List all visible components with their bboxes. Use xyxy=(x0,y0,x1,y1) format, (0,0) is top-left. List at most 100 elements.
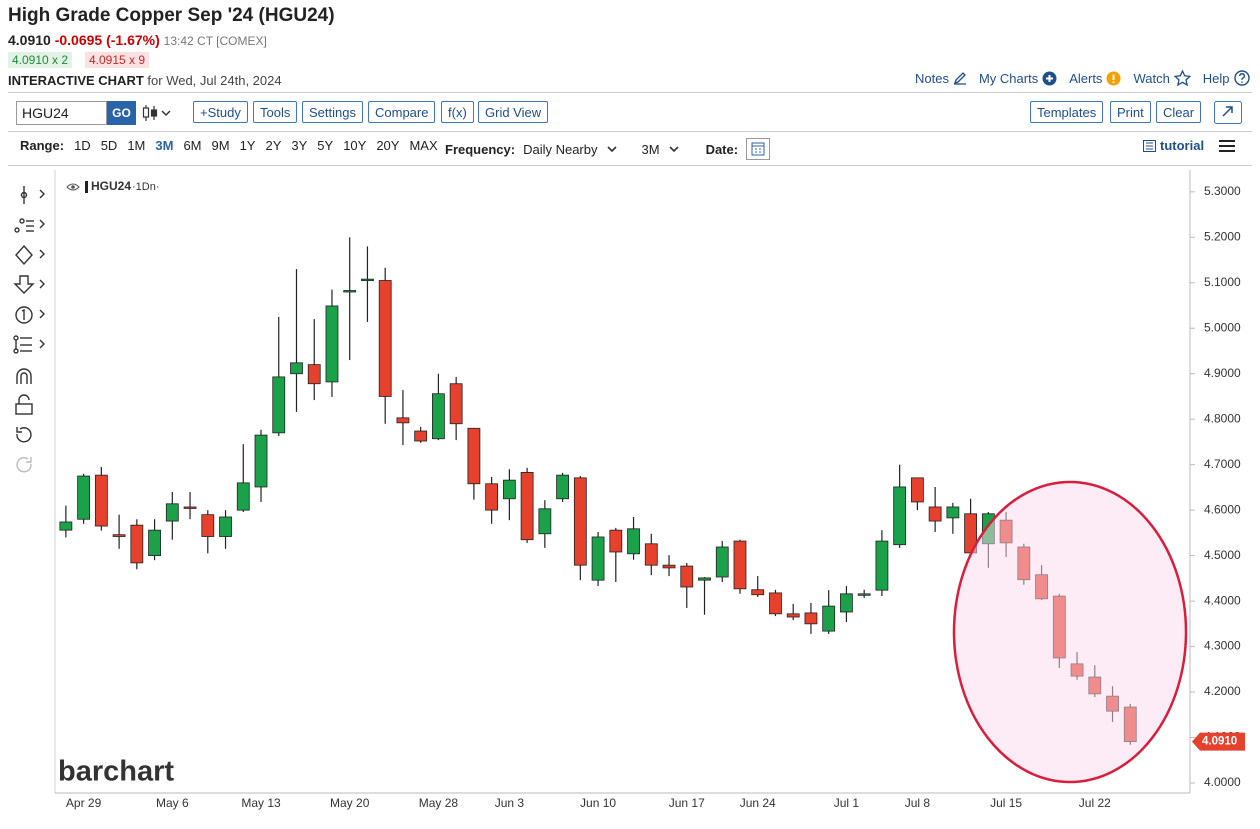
watermark: barchart xyxy=(58,756,174,788)
toolbar-button[interactable]: +Study xyxy=(193,101,248,123)
candle-body xyxy=(627,528,640,555)
range-option[interactable]: 3Y xyxy=(291,138,308,153)
last-price-label: 4.0910 xyxy=(1202,736,1237,748)
candle-body xyxy=(875,540,889,591)
x-tick-label: Jul 22 xyxy=(1079,796,1111,810)
calendar-button[interactable] xyxy=(746,138,771,160)
y-tick-label: 4.8000 xyxy=(1204,411,1241,425)
candle-body xyxy=(449,383,463,425)
candle-body xyxy=(183,506,197,509)
candle-body xyxy=(910,477,924,503)
candle-body xyxy=(520,472,534,541)
candle-body xyxy=(893,486,907,546)
candle-body xyxy=(591,536,605,581)
chart-type-button[interactable] xyxy=(142,104,176,122)
candle-body xyxy=(485,483,499,511)
toolbar-button[interactable]: Tools xyxy=(253,101,298,123)
candle-body xyxy=(148,529,161,557)
range-option[interactable]: 10Y xyxy=(343,138,367,153)
range-option[interactable]: 5Y xyxy=(317,138,334,153)
candle-body xyxy=(769,592,782,615)
expand-button[interactable] xyxy=(1214,101,1242,124)
symbol-input[interactable]: HGU24 xyxy=(16,101,107,125)
range-option[interactable]: 5D xyxy=(100,138,118,153)
candle-body xyxy=(467,427,481,485)
candle-body xyxy=(733,540,747,590)
go-button[interactable]: GO xyxy=(107,101,136,125)
y-tick-label: 5.1000 xyxy=(1204,275,1241,289)
toolbar-button[interactable]: Compare xyxy=(368,101,436,123)
x-tick-label: Apr 29 xyxy=(66,796,102,810)
toolbar-button[interactable]: Settings xyxy=(302,101,363,123)
candle-body xyxy=(254,434,268,488)
toolbar-button[interactable]: Clear xyxy=(1156,101,1202,123)
candle-body xyxy=(644,543,658,566)
y-tick-label: 4.6000 xyxy=(1204,502,1241,516)
eye-icon[interactable] xyxy=(66,183,80,191)
alerts-link[interactable]: Alerts xyxy=(1069,70,1121,86)
x-tick-label: Jul 1 xyxy=(834,796,860,810)
menu-icon[interactable] xyxy=(1218,139,1236,153)
quote-row: 4.0910 -0.0695 (-1.67%) 13:42 CT [COMEX] xyxy=(8,32,267,48)
tutorial[interactable]: tutorial xyxy=(1143,138,1236,153)
icon xyxy=(1042,71,1057,85)
x-tick-label: May 6 xyxy=(156,796,189,810)
toolbar-button[interactable]: Grid View xyxy=(478,101,549,123)
chart-date: for Wed, Jul 24th, 2024 xyxy=(147,73,282,88)
range-option[interactable]: 1D xyxy=(74,138,91,153)
candle-body xyxy=(715,546,729,578)
y-tick-label: 4.9000 xyxy=(1204,366,1241,380)
icon xyxy=(1106,71,1121,85)
candle-body xyxy=(236,482,250,511)
change: -0.0695 (-1.67%) xyxy=(54,32,160,48)
link-text: My Charts xyxy=(978,70,1039,86)
help-link[interactable]: Help xyxy=(1203,70,1250,86)
last-price: 4.0910 xyxy=(8,32,51,48)
chart-label: INTERACTIVE CHART xyxy=(8,73,144,88)
last-price-tag xyxy=(1192,732,1245,751)
candle-body xyxy=(396,417,410,424)
toolbar-button[interactable]: Templates xyxy=(1030,101,1104,123)
candle-body xyxy=(822,605,836,632)
range-option[interactable]: 1Y xyxy=(239,138,256,153)
link-text: Help xyxy=(1202,70,1230,86)
range-option[interactable]: 6M xyxy=(183,138,202,153)
y-tick-label: 4.2000 xyxy=(1204,684,1241,698)
link-text: Notes xyxy=(915,70,949,86)
range-option[interactable]: MAX xyxy=(409,138,438,153)
candle-body xyxy=(59,521,73,531)
drawing-tools[interactable] xyxy=(13,186,45,473)
period-select[interactable]: 3M xyxy=(641,141,660,157)
range-option[interactable]: 1M xyxy=(127,138,146,153)
candle-body xyxy=(414,430,428,442)
notes-link[interactable]: Notes xyxy=(915,70,967,86)
range-option[interactable]: 3M xyxy=(155,138,174,153)
series-swatch xyxy=(85,181,88,193)
title: High Grade Copper Sep '24 (HGU24) xyxy=(8,5,335,26)
mycharts-link[interactable]: My Charts xyxy=(979,70,1057,86)
toolbar-button[interactable]: f(x) xyxy=(441,101,474,123)
toolbar-button[interactable]: Print xyxy=(1110,101,1151,123)
frequency-select[interactable]: Daily Nearby xyxy=(523,141,598,157)
candle-body xyxy=(556,474,569,500)
candle-body xyxy=(378,280,392,397)
y-tick-label: 4.0000 xyxy=(1204,775,1241,789)
watch-link[interactable]: Watch xyxy=(1133,70,1191,86)
candle-body xyxy=(112,534,126,537)
tutorial-text: tutorial xyxy=(1160,138,1205,153)
candle-body xyxy=(201,514,215,537)
y-tick-label: 4.7000 xyxy=(1204,457,1241,471)
y-tick-label: 4.4000 xyxy=(1204,593,1241,607)
chevron xyxy=(606,146,617,153)
range-option[interactable]: 9M xyxy=(211,138,230,153)
legend-name: HGU24 xyxy=(91,179,131,193)
eye-pupil xyxy=(71,185,75,189)
range-option[interactable]: 2Y xyxy=(265,138,282,153)
range-option[interactable]: 20Y xyxy=(376,138,400,153)
candle-body xyxy=(786,613,800,618)
tutorial-icon xyxy=(1143,139,1156,152)
candle-body xyxy=(272,376,286,434)
candle-body xyxy=(432,393,445,440)
candle-body xyxy=(751,589,765,596)
